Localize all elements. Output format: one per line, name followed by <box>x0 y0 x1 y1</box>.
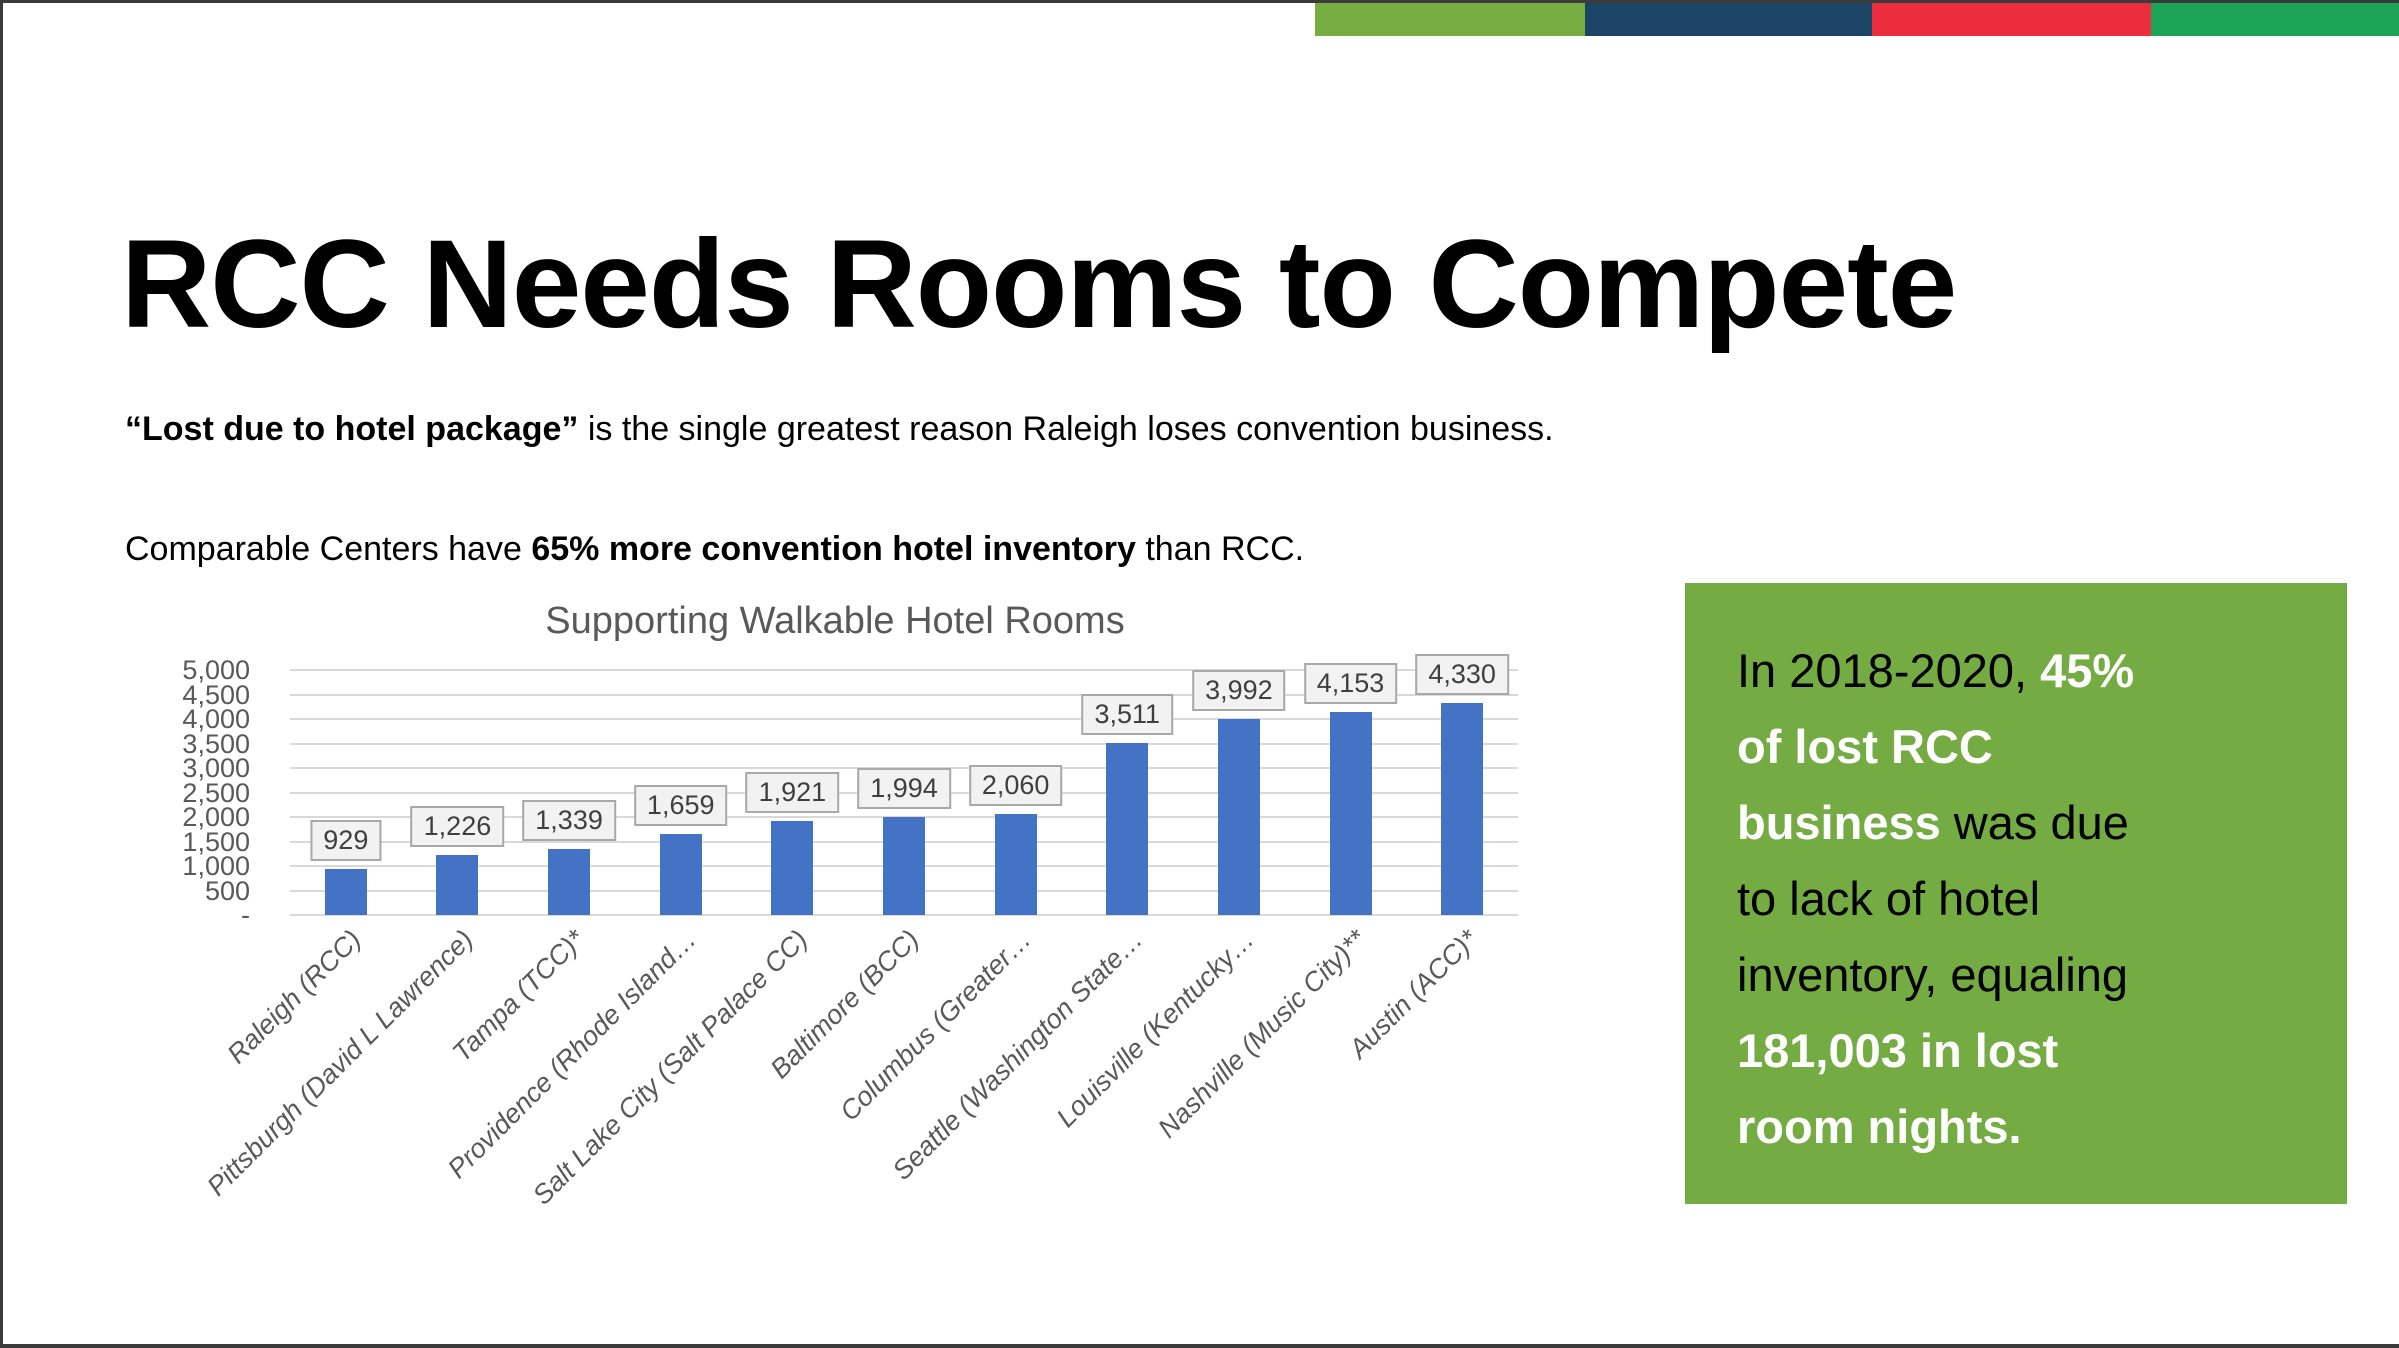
slide-title: RCC Needs Rooms to Compete <box>121 214 1957 354</box>
bar <box>1441 703 1484 915</box>
bar-value-label: 1,994 <box>857 768 951 809</box>
callout-text-segment: was due <box>1940 796 2129 849</box>
callout-line: inventory, equaling <box>1737 937 2313 1013</box>
y-tick-label: 500 <box>204 875 250 906</box>
bar <box>771 821 814 915</box>
y-tick-label: 2,000 <box>182 802 250 832</box>
bar-value-label: 1,921 <box>745 772 840 813</box>
brand-band-segment-4 <box>2151 3 2399 36</box>
gridline <box>290 693 1518 696</box>
bar <box>324 869 367 915</box>
bar-value-label: 1,339 <box>522 800 616 841</box>
category-label: Columbus (Greater… <box>834 924 1037 1127</box>
y-tick-label: 4,000 <box>182 704 250 734</box>
gridline <box>290 914 1518 916</box>
callout-line: 181,003 in lost <box>1737 1013 2313 1089</box>
intro-paragraph-1: “Lost due to hotel package” is the singl… <box>125 406 1554 452</box>
callout-line: to lack of hotel <box>1737 861 2313 937</box>
callout-box: In 2018-2020, 45% of lost RCC business was… <box>1685 583 2347 1204</box>
paragraph-segment: 65% more convention hotel inventory <box>531 530 1136 568</box>
brand-band-segment-2 <box>1585 3 1872 36</box>
bar-value-label: 3,511 <box>1081 694 1174 735</box>
callout-line: room nights. <box>1737 1089 2313 1165</box>
intro-paragraph-2: Comparable Centers have 65% more convent… <box>125 526 1304 572</box>
brand-band-segment-3 <box>1872 3 2151 36</box>
bar <box>994 814 1037 915</box>
y-axis-labels: 5,000 4,500 4,000 3,500 3,000 2,500 2,000 1,500… <box>128 655 268 930</box>
callout-line: In 2018-2020, 45% <box>1737 633 2313 709</box>
bar-value-label: 4,330 <box>1415 654 1509 695</box>
page-border-top <box>0 0 2399 3</box>
brand-color-band <box>1315 3 2399 36</box>
callout-text: In 2018-2020, 45% of lost RCC business was… <box>1685 583 2347 1165</box>
gridline <box>290 669 1518 671</box>
bar <box>1106 743 1149 915</box>
paragraph-segment: “Lost due to hotel package” <box>125 410 579 448</box>
chart-plot-area: 929 1,226 1,339 1,659 1,921 1,994 2,060 3,511 3,… <box>290 654 1518 916</box>
bar-value-label: 1,226 <box>410 806 505 847</box>
callout-line: business was due <box>1737 785 2313 861</box>
category-label: Nashville (Music City)** <box>1152 924 1372 1144</box>
bar <box>548 849 591 915</box>
y-tick-label: 3,500 <box>182 728 250 759</box>
gridline <box>290 742 1518 745</box>
bar <box>883 817 925 915</box>
callout-emphasis-text: 181,003 in lost <box>1737 1024 2059 1077</box>
callout-line: of lost RCC <box>1737 709 2313 785</box>
callout-text-segment: In 2018-2020, <box>1737 644 2041 697</box>
bar-value-label: 4,153 <box>1303 663 1398 704</box>
y-tick-label: 2,500 <box>182 777 250 808</box>
callout-emphasis-text: of lost RCC <box>1737 720 1993 773</box>
callout-text-segment: inventory, equaling <box>1737 948 2129 1001</box>
callout-emphasis-text: room nights. <box>1737 1100 2022 1153</box>
chart-title: Supporting Walkable Hotel Rooms <box>545 600 1125 642</box>
y-tick-label: 3,000 <box>182 753 250 783</box>
page-border-bottom <box>0 1344 2399 1348</box>
bar <box>1217 719 1260 915</box>
callout-emphasis-text: 45% <box>2040 644 2135 697</box>
y-tick-label: 1,000 <box>182 851 250 881</box>
bar-value-label: 2,060 <box>968 765 1063 806</box>
y-tick-label: 4,500 <box>182 679 250 710</box>
page-border-left <box>0 0 3 1348</box>
callout-emphasis-text: business <box>1737 796 1941 849</box>
y-tick-label: 5,000 <box>182 655 250 685</box>
bar <box>659 834 702 915</box>
gridline <box>290 718 1518 720</box>
y-tick-label: - <box>241 900 250 930</box>
category-label: Louisville (Kentucky… <box>1051 924 1261 1134</box>
bar-value-label: 1,659 <box>633 785 728 826</box>
paragraph-segment: Comparable Centers have <box>125 530 532 568</box>
callout-text-segment: to lack of hotel <box>1737 872 2041 925</box>
y-tick-label: 1,500 <box>182 826 250 857</box>
paragraph-segment: than RCC. <box>1135 530 1305 568</box>
paragraph-segment: is the single greatest reason Raleigh lo… <box>578 410 1554 448</box>
bar-value-label: 929 <box>310 820 382 861</box>
brand-band-segment-1 <box>1315 3 1585 36</box>
bar <box>436 855 479 915</box>
bar <box>1329 712 1372 915</box>
bar-value-label: 3,992 <box>1192 670 1286 711</box>
